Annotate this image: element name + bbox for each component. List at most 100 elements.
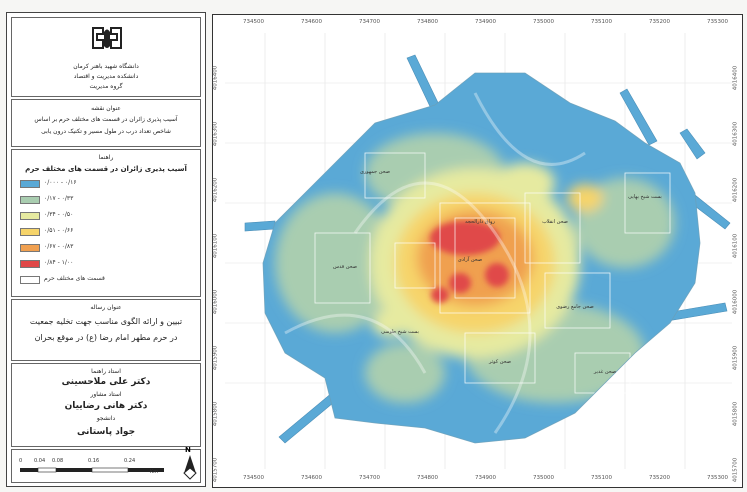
legend-item: قسمت های مختلف حرم <box>20 275 200 285</box>
legend-swatch <box>20 212 40 220</box>
legend-label: ۰/۵۱ - ۰/۶۶ <box>44 227 74 234</box>
legend-panel: دانشگاه شهید باهنر کرمان دانشکده مدیریت … <box>6 12 206 487</box>
y-tick-label: 4016300 <box>732 121 739 147</box>
map-title-heading: عنوان نقشه <box>91 105 121 112</box>
north-label: N <box>185 446 191 454</box>
x-tick-label: 735000 <box>533 475 554 481</box>
zone-label: صحن انقلاب <box>542 219 568 225</box>
zone-label: صحن غدیر <box>593 369 616 375</box>
student-title: دانشجو <box>96 415 116 422</box>
legend-label: قسمت های مختلف حرم <box>44 275 105 282</box>
y-tick-label: 4016400 <box>212 65 219 91</box>
institution-line2: دانشکده مدیریت و اقتصاد <box>73 73 139 80</box>
y-tick-label: 4016200 <box>732 177 739 203</box>
y-tick-label: 4016000 <box>212 289 219 315</box>
x-tick-label: 735200 <box>649 19 670 25</box>
x-tick-label: 735300 <box>707 475 728 481</box>
x-tick-label: 734700 <box>359 19 380 25</box>
advisor-name: دکتر هانی رضاییان <box>64 401 148 411</box>
y-tick-label: 4015700 <box>212 457 219 483</box>
map-title-line2: شاخص تعداد درب در طول مسیر و تکنیک درون … <box>41 128 171 135</box>
x-tick-label: 734800 <box>417 19 438 25</box>
x-tick-label: 735100 <box>591 475 612 481</box>
y-tick-label: 4015900 <box>732 345 739 371</box>
zone-label: صحن آزادی <box>458 256 482 263</box>
zone-label: صحن جمهوری <box>360 169 390 175</box>
zone-labels: صحن آزادی صحن انقلاب صحن جمهوری صحن قدس صحن … <box>333 169 662 375</box>
x-tick-label: 734900 <box>475 475 496 481</box>
legend-swatch <box>20 228 40 236</box>
thesis-line2: در حرم مطهر امام رضا (ع) در موقع بحران <box>34 333 178 342</box>
scale-label: 0.08 <box>52 458 64 464</box>
scale-label: 0.24 <box>124 458 136 464</box>
y-tick-label: 4015800 <box>732 401 739 427</box>
x-tick-label: 734500 <box>243 475 264 481</box>
map-title-box: عنوان نقشه آسیب پذیری زائران در قسمت های… <box>11 99 201 147</box>
thesis-heading: عنوان رساله <box>90 304 122 311</box>
y-tick-label: 4015800 <box>212 401 219 427</box>
legend-label: ۰/۸۴ - ۱/۰۰ <box>44 259 74 266</box>
y-tick-label: 4016300 <box>212 121 219 147</box>
zone-label: بست شیخ طوسی <box>381 329 419 335</box>
institution-box: دانشگاه شهید باهنر کرمان دانشکده مدیریت … <box>11 17 201 97</box>
y-tick-label: 4015700 <box>732 457 739 483</box>
x-tick-label: 734700 <box>359 475 380 481</box>
y-tick-label: 4016000 <box>732 289 739 315</box>
legend-swatch <box>20 260 40 268</box>
x-tick-label: 735100 <box>591 19 612 25</box>
legend-swatch <box>20 196 40 204</box>
advisors-box: استاد راهنما دکتر علی ملاحسینی استاد مشا… <box>11 363 201 447</box>
x-tick-label: 735300 <box>707 19 728 25</box>
advisor-title: استاد مشاور <box>90 391 122 398</box>
legend-item: ۰/۱۷ - ۰/۳۳ <box>20 195 200 205</box>
legend-item: ۰/۶۷ - ۰/۸۳ <box>20 243 200 253</box>
map-frame: صحن آزادی صحن انقلاب صحن جمهوری صحن قدس صحن … <box>212 14 743 488</box>
y-tick-label: 4016200 <box>212 177 219 203</box>
legend-subtitle: آسیب پذیری زائران در قسمت های مختلف حرم <box>25 165 187 173</box>
x-tick-label: 734600 <box>301 475 322 481</box>
legend-label: ۰/۰۰۰ - ۰/۱۶ <box>44 179 77 186</box>
institution-line1: دانشگاه شهید باهنر کرمان <box>73 63 139 70</box>
scale-bar <box>20 467 164 473</box>
x-tick-label: 734800 <box>417 475 438 481</box>
supervisor-title: استاد راهنما <box>91 368 121 375</box>
legend-label: ۰/۳۴ - ۰/۵۰ <box>44 211 74 218</box>
thesis-line1: تبیین و ارائه الگوی مناسب جهت تخلیه جمعی… <box>29 317 183 326</box>
y-tick-label: 4016100 <box>212 233 219 259</box>
supervisor-name: دکتر علی ملاحسینی <box>61 377 151 387</box>
legend-item: ۰/۳۴ - ۰/۵۰ <box>20 211 200 221</box>
thesis-box: عنوان رساله تبیین و ارائه الگوی مناسب جه… <box>11 299 201 361</box>
scale-box: 0 0.04 0.08 0.16 0.24 Km N <box>11 446 201 483</box>
north-arrow-icon <box>183 455 197 480</box>
legend-swatch <box>20 180 40 188</box>
vulnerability-map: صحن آزادی صحن انقلاب صحن جمهوری صحن قدس صحن … <box>225 33 732 469</box>
legend-swatch <box>20 244 40 252</box>
legend-item: ۰/۸۴ - ۱/۰۰ <box>20 259 200 269</box>
legend-swatch <box>20 276 40 284</box>
scale-label: 0.04 <box>34 458 46 464</box>
legend-box: راهنما آسیب پذیری زائران در قسمت های مخت… <box>11 149 201 297</box>
zone-label: بست شیخ بهایی <box>628 194 662 200</box>
legend-item: ۰/۰۰۰ - ۰/۱۶ <box>20 179 200 189</box>
x-tick-label: 735000 <box>533 19 554 25</box>
x-tick-label: 734900 <box>475 19 496 25</box>
university-logo-icon <box>92 27 122 49</box>
x-tick-label: 735200 <box>649 475 670 481</box>
legend-label: ۰/۱۷ - ۰/۳۳ <box>44 195 74 202</box>
scale-unit: Km <box>150 469 159 475</box>
zone-label: صحن کوثر <box>488 359 511 365</box>
scale-label: 0.16 <box>88 458 100 464</box>
x-tick-label: 734500 <box>243 19 264 25</box>
y-tick-label: 4016100 <box>732 233 739 259</box>
zone-label: صحن جامع رضوی <box>556 304 594 310</box>
legend-item: ۰/۵۱ - ۰/۶۶ <box>20 227 200 237</box>
y-tick-label: 4016400 <box>732 65 739 91</box>
y-tick-label: 4015900 <box>212 345 219 371</box>
map-title-line1: آسیب پذیری زائران در قسمت های مختلف حرم … <box>34 116 178 123</box>
zone-label: صحن قدس <box>333 264 357 270</box>
x-tick-label: 734600 <box>301 19 322 25</box>
student-name: جواد پاستانی <box>76 427 136 437</box>
watermark-arabesque <box>284 92 586 434</box>
legend-label: ۰/۶۷ - ۰/۸۳ <box>44 243 74 250</box>
